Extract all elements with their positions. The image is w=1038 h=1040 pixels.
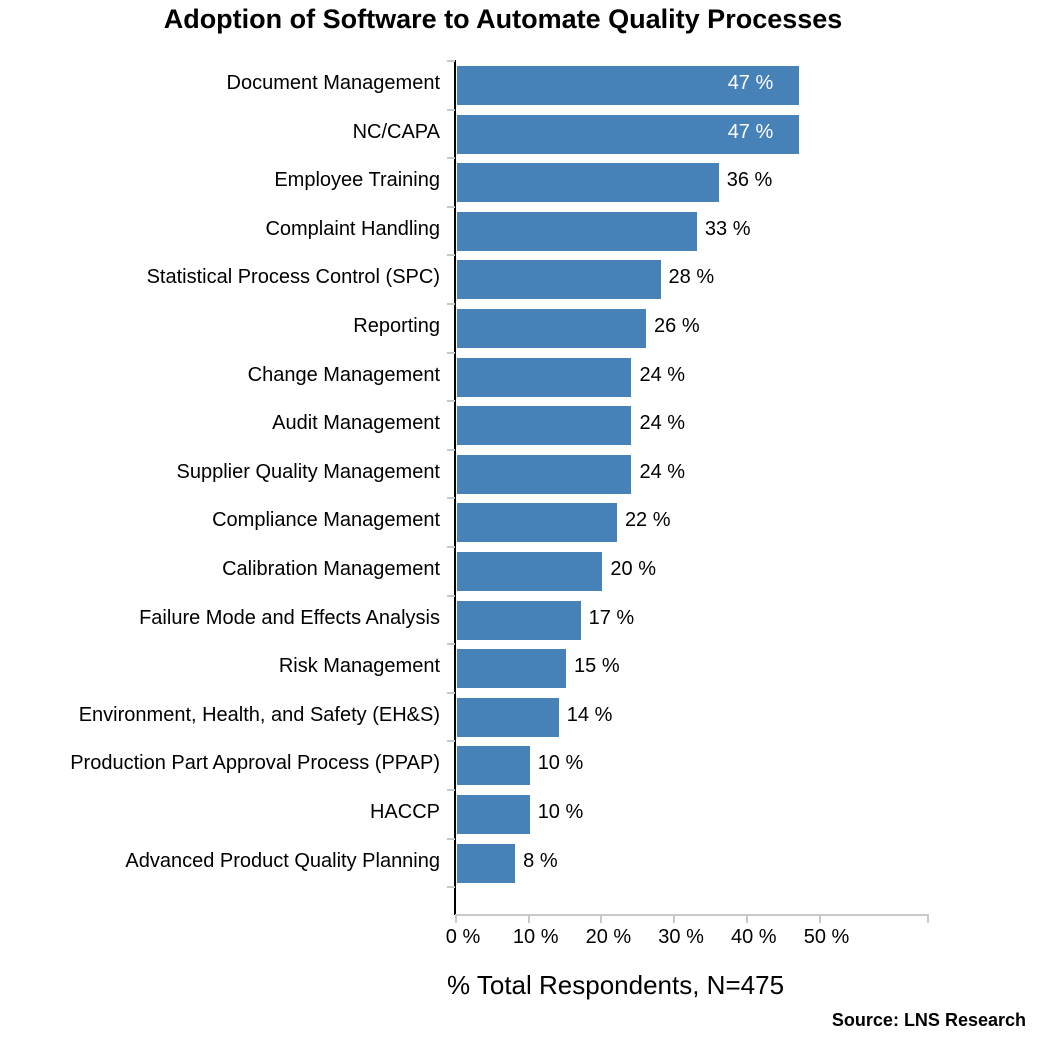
value-label: 20 % <box>610 558 656 580</box>
y-tick <box>447 448 455 451</box>
category-label: Employee Training <box>274 169 440 192</box>
category-label: Document Management <box>226 72 440 94</box>
x-tick <box>600 914 603 923</box>
y-tick <box>447 497 455 500</box>
category-label: Environment, Health, and Safety (EH&S) <box>78 703 440 726</box>
category-label: Audit Management <box>272 412 440 435</box>
bar <box>457 843 516 883</box>
y-tick <box>447 594 455 597</box>
category-label: Complaint Handling <box>265 217 440 240</box>
value-label: 24 % <box>639 363 686 386</box>
category-label: Risk Management <box>278 655 440 678</box>
y-axis-line <box>454 60 456 915</box>
value-label: 47 % <box>727 72 774 94</box>
value-label: 10 % <box>537 801 584 823</box>
y-tick <box>447 789 455 791</box>
bar <box>457 260 661 300</box>
bar <box>457 406 632 446</box>
y-tick <box>447 643 455 646</box>
bar <box>457 697 559 737</box>
y-tick <box>447 351 455 354</box>
bar <box>457 503 617 543</box>
y-tick <box>447 205 455 208</box>
value-label: 24 % <box>639 412 686 435</box>
value-label: 26 % <box>654 315 700 337</box>
y-tick <box>447 60 455 62</box>
category-label: Advanced Product Quality Planning <box>125 849 440 872</box>
bar <box>457 649 567 689</box>
y-tick <box>447 157 455 160</box>
category-label: Calibration Management <box>222 558 440 580</box>
y-tick <box>447 108 455 111</box>
x-tick-label: 30 % <box>658 926 704 948</box>
x-tick-label: 50 % <box>803 926 850 948</box>
category-label: Change Management <box>247 363 440 386</box>
y-tick <box>447 546 455 548</box>
y-tick <box>447 886 455 889</box>
value-label: 17 % <box>588 606 635 629</box>
bar <box>457 114 799 154</box>
value-label: 10 % <box>537 752 584 775</box>
x-tick-label: 20 % <box>585 926 632 948</box>
x-axis-title: % Total Respondents, N=475 <box>447 970 785 1000</box>
value-label: 47 % <box>727 120 774 143</box>
value-label: 33 % <box>704 217 751 240</box>
bar <box>457 746 530 786</box>
category-label: Reporting <box>353 315 440 337</box>
x-tick <box>818 914 821 923</box>
category-label: Failure Mode and Effects Analysis <box>139 606 440 629</box>
y-tick <box>447 303 455 305</box>
value-label: 28 % <box>668 266 715 289</box>
value-label: 15 % <box>574 655 620 678</box>
value-label: 22 % <box>624 509 671 532</box>
category-label: Production Part Approval Process (PPAP) <box>70 752 440 775</box>
category-label: HACCP <box>369 801 440 823</box>
category-label: Supplier Quality Management <box>176 460 440 483</box>
y-tick <box>447 254 455 257</box>
bar <box>457 163 719 203</box>
value-label: 36 % <box>726 169 773 192</box>
x-tick-label: 0 % <box>445 926 481 948</box>
x-tick <box>455 914 457 923</box>
bar <box>457 357 632 397</box>
y-tick <box>447 837 455 840</box>
x-tick <box>673 914 676 923</box>
x-tick <box>745 914 748 923</box>
chart-title: Adoption of Software to Automate Quality… <box>163 4 843 34</box>
bar <box>457 552 603 591</box>
y-tick <box>447 691 455 694</box>
bar <box>457 66 799 105</box>
y-tick <box>447 740 455 743</box>
value-label: 14 % <box>566 703 613 726</box>
category-label: Statistical Process Control (SPC) <box>146 266 440 289</box>
value-label: 24 % <box>639 460 686 483</box>
bar <box>457 454 632 494</box>
bar <box>457 309 647 348</box>
x-tick-label: 10 % <box>512 926 559 948</box>
bar <box>457 211 697 251</box>
x-tick <box>527 914 530 923</box>
category-label: Compliance Management <box>212 509 440 532</box>
bar <box>457 795 530 834</box>
x-tick-label: 40 % <box>731 926 777 948</box>
x-axis-line <box>455 914 928 916</box>
source-note: Source: LNS Research <box>831 1010 1026 1030</box>
category-label: NC/CAPA <box>352 120 440 143</box>
value-label: 8 % <box>523 849 558 872</box>
bar <box>457 600 581 640</box>
y-tick <box>447 400 455 403</box>
x-tick <box>927 914 929 923</box>
